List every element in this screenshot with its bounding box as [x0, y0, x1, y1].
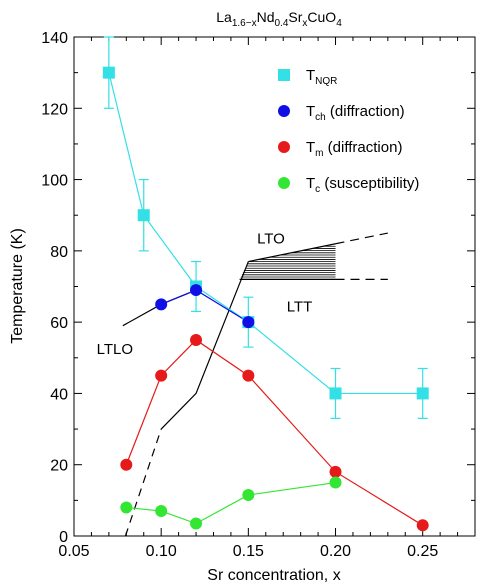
x-tick-label: 0.05 [58, 543, 89, 560]
data-series [102, 36, 429, 532]
x-tick-label: 0.15 [233, 543, 264, 560]
y-tick-label: 0 [59, 529, 68, 546]
plot-frame [73, 36, 476, 537]
tm-point [155, 369, 168, 382]
legend-label-tm: Tm​ (diffraction) [306, 139, 402, 159]
axis-ticks: 0.05 0.10 0.15 0.20 0.25 0 20 40 60 80 100 120 140 [41, 30, 475, 560]
tm-point [120, 458, 133, 471]
region-label-ltt: LTT [287, 298, 313, 315]
y-tick-label: 100 [41, 173, 68, 190]
phase-boundaries [122, 232, 388, 537]
tm-point [329, 465, 342, 478]
lto-boundary-dashed [335, 232, 388, 245]
annotations: LTO LTT LTLO [97, 231, 313, 358]
y-tick-label: 120 [41, 101, 68, 118]
x-tick-label: 0.25 [407, 543, 438, 560]
x-tick-label: 0.20 [320, 543, 351, 560]
tch-point [242, 316, 255, 329]
structural-boundary [160, 261, 249, 430]
tc-point [155, 505, 168, 518]
structural-boundary-dashed [124, 428, 162, 537]
y-tick-label: 60 [50, 315, 68, 332]
y-axis-label: Temperature (K) [9, 228, 26, 344]
tnqr-point [416, 387, 429, 400]
tc-point [190, 517, 203, 530]
y-tick-label: 20 [50, 458, 68, 475]
region-label-lto: LTO [257, 231, 285, 248]
x-tick-label: 0.10 [146, 543, 177, 560]
legend-marker-tc [278, 177, 290, 189]
region-label-ltlo: LTLO [97, 341, 133, 358]
tnqr-point [329, 387, 342, 400]
legend: TNQR​ Tch​ (diffraction) Tm​ (diffraction)… [278, 67, 419, 195]
tc-point [329, 476, 342, 489]
tc-point [120, 501, 133, 514]
y-tick-label: 140 [41, 30, 68, 47]
tc-line [126, 481, 336, 525]
legend-marker-tm [278, 141, 290, 153]
tnqr-point [137, 209, 150, 222]
y-tick-label: 40 [50, 386, 68, 403]
y-tick-label: 80 [50, 244, 68, 261]
legend-marker-tnqr [278, 69, 290, 81]
tc-point [242, 489, 255, 502]
tch-point [155, 298, 168, 311]
chart-title: La1.6−x​Nd0.4​Srx​CuO4​ [216, 9, 342, 29]
tm-line [125, 339, 424, 526]
x-axis-label: Sr concentration, x [207, 567, 340, 584]
tm-point [190, 333, 203, 346]
tch-point [190, 284, 203, 297]
tm-point [416, 519, 429, 532]
legend-label-tch: Tch​ (diffraction) [306, 103, 405, 123]
tnqr-line [108, 72, 423, 395]
lto-boundary [248, 243, 336, 263]
tnqr-point [102, 66, 115, 79]
legend-label-tc: Tc​ (susceptibility) [306, 175, 419, 195]
tm-point [242, 369, 255, 382]
hatch-region [239, 243, 336, 280]
legend-label-tnqr: TNQR​ [306, 67, 337, 87]
legend-marker-tch [278, 105, 290, 117]
